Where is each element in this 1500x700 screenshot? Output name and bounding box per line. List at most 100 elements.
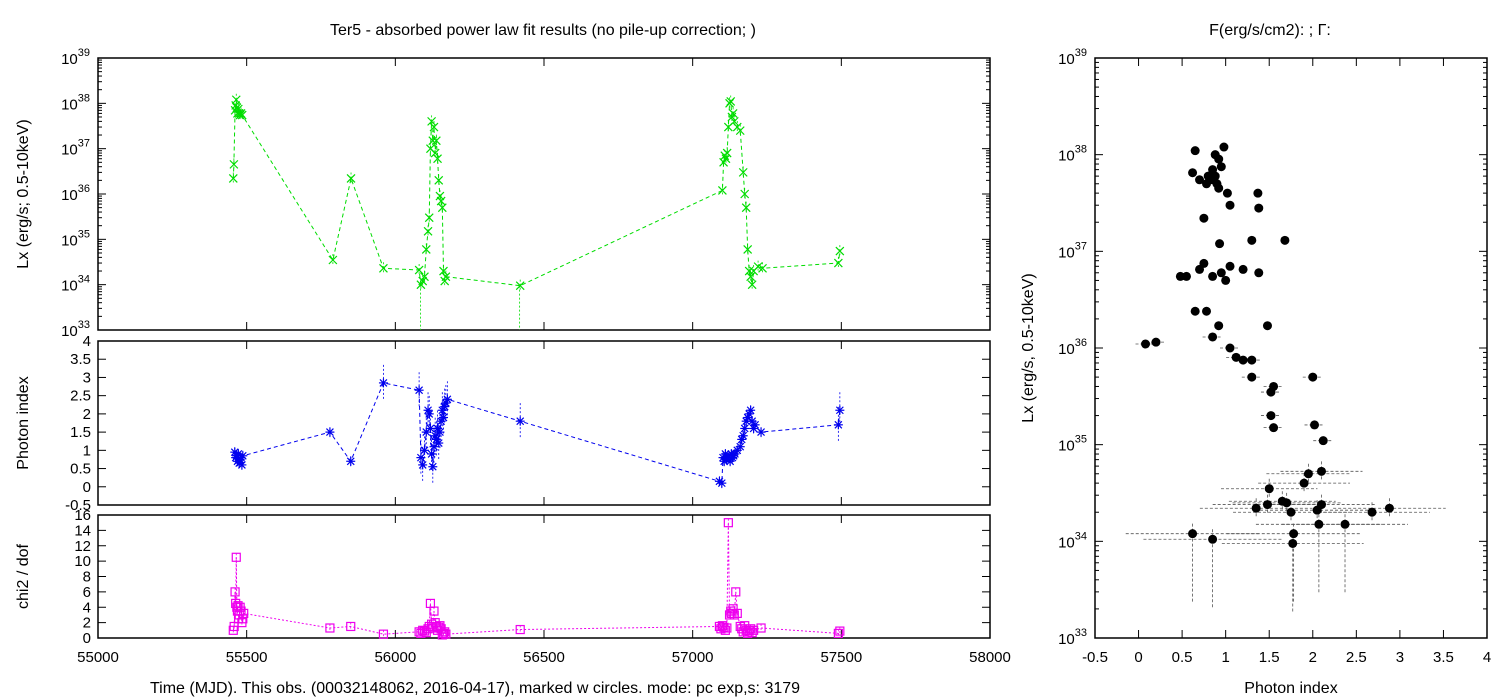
y-tick-label: 1039 [1058,47,1087,68]
data-point [756,623,766,633]
data-point [441,272,451,282]
y-tick-label: 0 [83,479,91,496]
data-point [1199,213,1209,223]
y-axis-label: Lx (erg/s, 0.5-10keV) [1020,273,1037,422]
data-point [727,608,737,619]
data-point [424,409,434,419]
data-point [433,154,442,164]
data-point [833,628,843,638]
data-point [1282,498,1292,508]
data-point [1289,529,1299,539]
data-point [441,629,451,639]
data-point [833,420,843,430]
data-point [237,110,247,120]
y-tick-label: 14 [74,522,91,539]
data-point [414,265,424,275]
data-point [431,136,441,146]
x-tick-label: 55500 [226,649,268,666]
y-tick-label: 1035 [61,228,90,249]
data-point [378,378,388,388]
data-point [1208,332,1218,342]
y-tick-label: 2.5 [70,388,91,405]
left-title: Ter5 - absorbed power law fit results (n… [330,22,756,39]
x-tick-label: 3 [1396,649,1404,666]
lx-time-series-line [232,99,841,287]
data-point [233,601,243,611]
index-time-series-line [234,382,841,485]
y-tick-label: 1036 [61,183,90,204]
x-tick-label: 57500 [820,649,862,666]
lx-vs-index-panel: 1033 1034 1035 1036 1037 1038 1039 -0.5 0 0.5 1 1.5… [1020,47,1491,697]
data-point [835,405,845,415]
data-point [1316,500,1326,510]
data-point [1280,235,1290,245]
y-tick-label: 12 [74,538,91,555]
data-point [442,394,452,404]
data-point [1208,271,1218,281]
data-point [239,608,249,619]
data-point [1262,500,1272,510]
data-point [1367,507,1377,517]
data-point [729,116,739,126]
y-tick-label: 16 [74,507,91,524]
data-point [756,427,766,437]
data-point [1266,387,1276,397]
data-point [1238,264,1248,274]
data-point [1384,503,1394,513]
data-point [346,621,356,632]
data-point [1303,469,1313,479]
data-point [721,154,731,164]
data-point [746,405,756,415]
data-point [1190,146,1200,156]
x-tick-label: 2 [1309,649,1317,666]
y-tick-label: 8 [83,569,91,586]
data-point [419,445,429,455]
data-point [750,420,760,430]
data-point [325,623,335,633]
data-point [722,148,732,158]
data-point [515,624,525,635]
data-point [1318,436,1328,446]
data-point [717,478,727,488]
data-point [429,606,439,616]
y-axis-label: Photon index [15,376,32,469]
y-axis-label: chi2 / dof [15,543,32,608]
data-point [1151,337,1161,347]
data-point [738,431,748,441]
y-tick-label: 1038 [1058,144,1087,165]
y-tick-label: 1033 [1058,627,1087,648]
x-tick-label: 1.5 [1259,649,1280,666]
data-point [231,95,241,105]
data-point [379,263,388,273]
data-point [1214,154,1224,164]
y-tick-label: -0.5 [65,497,91,514]
data-point [1208,534,1218,544]
x-tick-label: 4 [1483,649,1491,666]
plot-frame [97,340,991,506]
data-point [429,442,439,452]
data-point [325,427,335,437]
data-point [1231,352,1241,362]
data-point [430,148,440,158]
data-point [1340,519,1350,529]
data-point [723,518,733,528]
data-point [434,175,444,185]
data-point [328,255,338,265]
data-point [835,626,845,636]
data-point [1264,484,1274,494]
data-point [1286,507,1296,517]
data-point [428,136,438,146]
data-point [1310,420,1320,430]
y-tick-label: 10 [74,553,91,570]
y-tick-label: 0.5 [70,461,91,478]
data-point [1299,478,1309,488]
x-tick-label: 2.5 [1346,649,1367,666]
data-point [237,460,247,470]
data-point [429,122,439,132]
data-point [437,405,447,415]
x-tick-label: 56500 [523,649,565,666]
data-point [423,226,433,236]
y-tick-label: 1035 [1058,434,1087,455]
data-point [346,174,356,183]
